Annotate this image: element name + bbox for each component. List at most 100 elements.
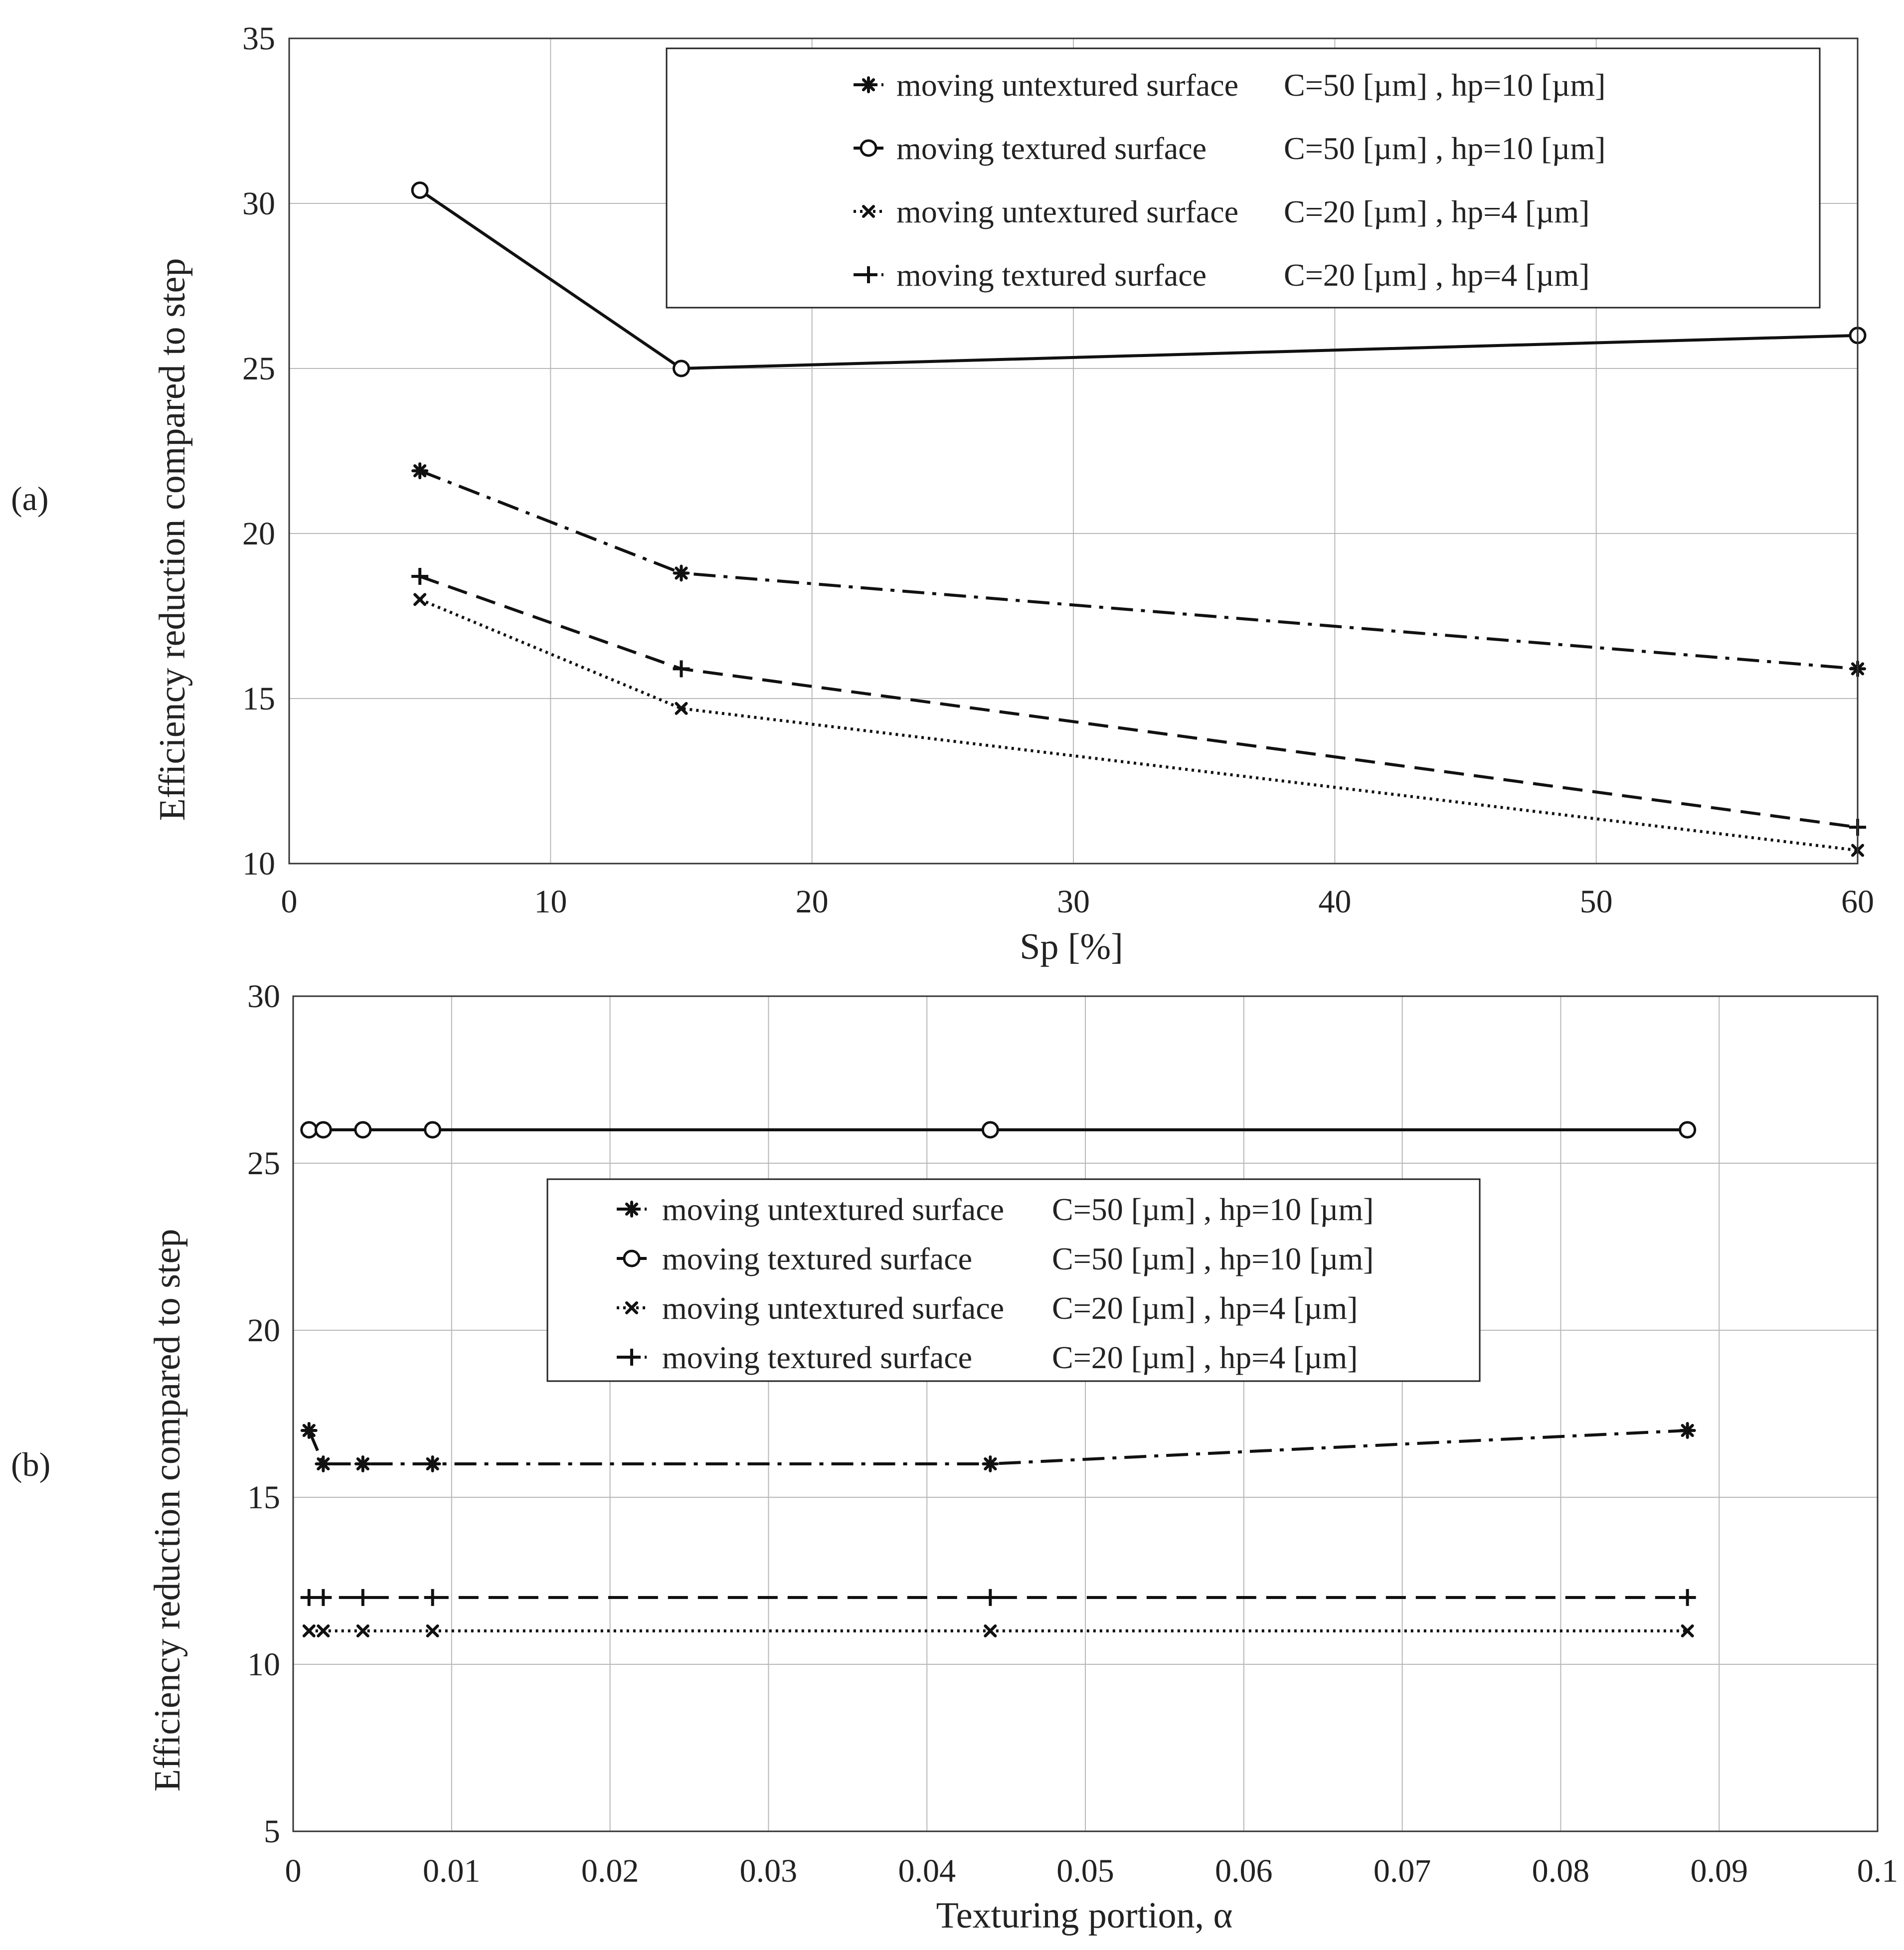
panel-a-legend-label: moving untextured surface	[896, 194, 1238, 229]
panel-b-y-tick-label: 5	[264, 1813, 280, 1850]
panel-a-series-line-0	[419, 469, 1858, 671]
panel-a-series-3-point	[673, 660, 690, 678]
panel-b-x-tick-label: 0.04	[898, 1853, 956, 1889]
panel-b-legend-params: C=20 [µm] , hp=4 [µm]	[1052, 1290, 1358, 1326]
panel-a-legend-marker	[860, 76, 877, 93]
panel-b-legend-marker	[623, 1349, 640, 1366]
panel-a-legend-params: C=50 [µm] , hp=10 [µm]	[1284, 131, 1605, 166]
panel-b-series-0-point	[982, 1455, 999, 1472]
panel-b-x-tick-label: 0.08	[1532, 1853, 1590, 1889]
panel-b-series-line-0	[308, 1429, 1688, 1465]
panel-b-legend-params: C=50 [µm] , hp=10 [µm]	[1052, 1192, 1374, 1227]
panel-b-series-3-point	[354, 1589, 371, 1606]
panel-b-legend-entry-plus: moving textured surface C=20 [µm] , hp=4 …	[617, 1340, 1358, 1375]
panel-b-series-3-point	[315, 1589, 332, 1606]
panel-b-legend-box	[546, 1178, 1481, 1382]
panel-b-series-0-point	[1679, 1422, 1696, 1439]
panel-b-x-tick-label: 0.03	[740, 1853, 798, 1889]
panel-b-series-3-point	[424, 1589, 441, 1606]
panel-b-series-1-point	[314, 1121, 332, 1139]
panel-b-series-2-point	[302, 1624, 316, 1637]
panel-b-series-2-point	[426, 1624, 439, 1637]
panel-b-series-0-point	[315, 1455, 332, 1472]
panel-a-legend: moving untextured surface C=50 [µm] , hp=…	[666, 47, 1821, 309]
panel-a-label: (a)	[11, 480, 48, 518]
panel-b-legend-entry-asterisk: moving untextured surface C=50 [µm] , hp=…	[617, 1192, 1374, 1227]
panel-a-x-tick-label: 50	[1580, 884, 1613, 920]
panel-b-y-axis-title: Efficiency reduction compared to step	[147, 1229, 188, 1792]
panel-a-series-1-point	[411, 181, 429, 199]
panel-a-y-tick-label: 15	[242, 681, 275, 717]
panel-b-plot-area	[292, 995, 1879, 1832]
panel-b-series-2-point	[1681, 1624, 1694, 1637]
panel-a-x-tick-label: 10	[534, 884, 567, 920]
panel-b-series-3-point	[1679, 1589, 1696, 1606]
panel-a-x-tick-label: 60	[1841, 884, 1874, 920]
panel-b-legend-label: moving untextured surface	[662, 1192, 1004, 1227]
panel-b-x-tick-label: 0.1	[1857, 1853, 1899, 1889]
panel-b-legend-marker	[623, 1201, 640, 1218]
panel-a-y-tick-label: 10	[242, 846, 275, 882]
panel-b-x-tick-label: 0.09	[1690, 1853, 1748, 1889]
panel-a-legend-box	[666, 47, 1821, 309]
panel-a-x-tick-label: 40	[1318, 884, 1351, 920]
panel-b-series-2-point	[356, 1624, 369, 1637]
panel-a-legend-params: C=20 [µm] , hp=4 [µm]	[1284, 194, 1589, 229]
panel-b-legend: moving untextured surface C=50 [µm] , hp=…	[546, 1178, 1481, 1382]
panel-a-legend-entry-x: moving untextured surface C=20 [µm] , hp=…	[854, 194, 1589, 229]
panel-b-series-1-point	[424, 1121, 442, 1139]
panel-a-series-2-point	[413, 593, 427, 606]
panel-a-legend-marker	[862, 205, 875, 218]
panel-a-series-1-point	[673, 359, 690, 377]
panel-a-x-axis-title: Sp [%]	[1020, 926, 1123, 967]
panel-b-legend-label: moving untextured surface	[662, 1290, 1004, 1326]
panel-a-legend-params: C=50 [µm] , hp=10 [µm]	[1284, 67, 1605, 103]
panel-b-series-1-point	[981, 1121, 999, 1139]
panel-b-legend-marker	[625, 1301, 638, 1314]
panel-b-series-3-point	[300, 1589, 318, 1606]
panel-b-label: (b)	[11, 1445, 50, 1483]
panel-b-x-tick-label: 0	[285, 1853, 302, 1889]
panel-a-y-tick-label: 25	[242, 351, 275, 387]
panel-a-legend-marker	[860, 266, 877, 283]
panel-a-x-tick-label: 30	[1057, 884, 1090, 920]
panel-a-legend-entry-circle: moving textured surface C=50 [µm] , hp=10…	[854, 131, 1605, 166]
panel-b-y-tick-label: 15	[247, 1479, 280, 1516]
panel-b-x-tick-label: 0.05	[1056, 1853, 1114, 1889]
panel-b-legend-params: C=20 [µm] , hp=4 [µm]	[1052, 1340, 1358, 1375]
panel-b-tick-labels: 0 0.01 0.02 0.03 0.04 0.05 0.06 0.07 0.08 0.09 0.1…	[247, 978, 1898, 1889]
panel-b-series-1-point	[300, 1121, 318, 1139]
panel-b-y-tick-label: 25	[247, 1145, 280, 1182]
panel-b-legend-entry-x: moving untextured surface C=20 [µm] , hp=…	[617, 1290, 1358, 1326]
panel-b-x-tick-label: 0.07	[1374, 1853, 1431, 1889]
panel-b-x-tick-label: 0.01	[423, 1853, 481, 1889]
panel-a-series-0-point	[411, 462, 429, 480]
panel-a-legend-label: moving textured surface	[896, 131, 1207, 166]
panel-a-y-tick-label: 35	[242, 20, 275, 57]
panel-b-legend-marker	[623, 1249, 641, 1267]
panel-b-series-3-point	[982, 1589, 999, 1606]
panel-a-legend-params: C=20 [µm] , hp=4 [µm]	[1284, 257, 1589, 293]
panel-b-y-tick-label: 30	[247, 978, 280, 1015]
panel-b-x-tick-label: 0.06	[1215, 1853, 1273, 1889]
panel-b-series-2-point	[984, 1624, 997, 1637]
panel-a-legend-marker	[860, 139, 877, 157]
panel-a-y-tick-label: 30	[242, 185, 275, 222]
panel-b: (b) 0 0.01 0.02 0.03 0.04 0.05 0.06 0.07 0.08 0.0…	[11, 978, 1898, 1936]
panel-b-legend-entry-circle: moving textured surface C=50 [µm] , hp=10…	[617, 1241, 1374, 1276]
panel-a-legend-entry-asterisk: moving untextured surface C=50 [µm] , hp=…	[854, 67, 1605, 103]
panel-b-series-1-point	[1679, 1121, 1697, 1139]
panel-b-series-markers	[300, 1121, 1697, 1637]
panel-a-legend-entry-plus: moving textured surface C=20 [µm] , hp=4 …	[854, 257, 1589, 293]
panel-b-series-0-point	[424, 1455, 441, 1472]
panel-a-y-tick-label: 20	[242, 516, 275, 552]
panel-b-y-tick-label: 10	[247, 1646, 280, 1683]
panel-b-y-tick-label: 20	[247, 1312, 280, 1349]
panel-a-series-2-point	[675, 702, 688, 715]
panel-a-legend-label: moving textured surface	[896, 257, 1207, 293]
panel-b-series-1-point	[354, 1121, 372, 1139]
